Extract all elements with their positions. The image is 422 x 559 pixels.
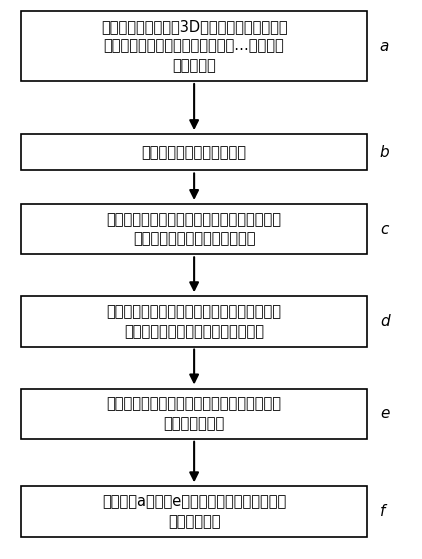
Text: 机器人根据取料点坐标吸起取料对象，并将取
料对象移至预先指定的中间位置: 机器人根据取料点坐标吸起取料对象，并将取 料对象移至预先指定的中间位置 [107, 212, 281, 247]
Text: c: c [380, 222, 388, 236]
Bar [21, 296, 367, 347]
Text: e: e [380, 406, 389, 421]
Text: a: a [380, 39, 389, 54]
Bar [21, 134, 367, 170]
Bar [21, 11, 367, 81]
Text: 拍摄取料对象的侧面图像，确定取料对象的高
度，进而确定取料对象的放料点坐标: 拍摄取料对象的侧面图像，确定取料对象的高 度，进而确定取料对象的放料点坐标 [107, 304, 281, 339]
Text: f: f [380, 504, 385, 519]
Text: 通过设在堆垛上方的3D相机拍摄整个堆垛，按
照预设的选择策略选择堆垛的其中…个物料作
为取料对象: 通过设在堆垛上方的3D相机拍摄整个堆垛，按 照预设的选择策略选择堆垛的其中…个物… [101, 19, 287, 73]
Bar [21, 204, 367, 254]
Text: 机器人按照放料点坐标将取料对象移动至放料
点，并放下物料: 机器人按照放料点坐标将取料对象移动至放料 点，并放下物料 [107, 396, 281, 431]
Text: 确定取料对象的取料点坐标: 确定取料对象的取料点坐标 [142, 145, 246, 160]
Text: d: d [380, 314, 390, 329]
Bar [21, 486, 367, 537]
Bar [21, 389, 367, 439]
Text: 重复步骤a至步骤e，直至将堆垛的所有物料均
移动至放料点: 重复步骤a至步骤e，直至将堆垛的所有物料均 移动至放料点 [102, 494, 286, 529]
Text: b: b [380, 145, 390, 160]
